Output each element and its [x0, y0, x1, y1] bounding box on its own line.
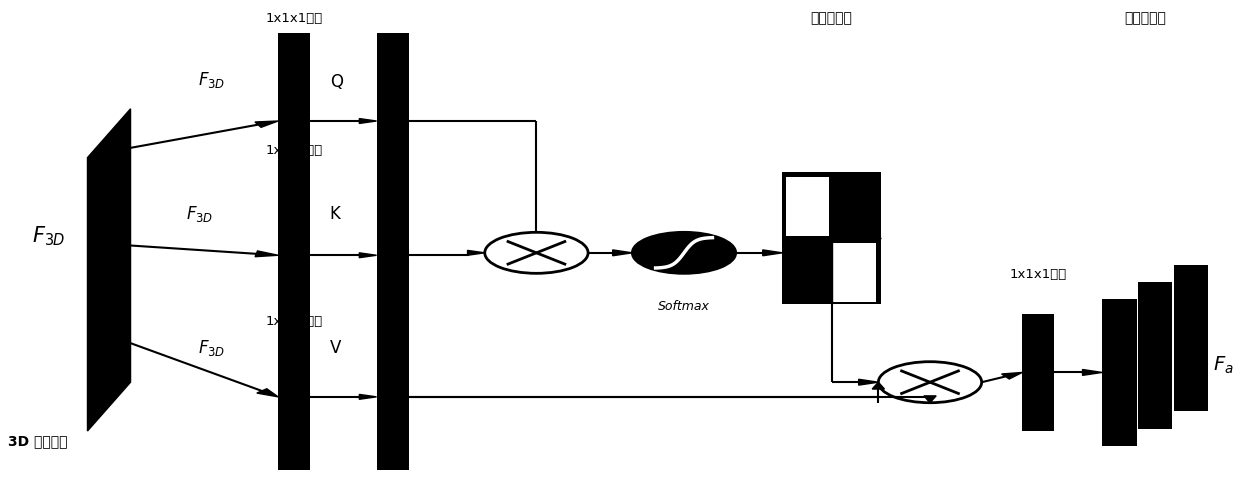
Polygon shape — [924, 396, 937, 403]
Text: Q: Q — [330, 73, 343, 91]
Text: $F_{3D}$: $F_{3D}$ — [186, 204, 213, 224]
Polygon shape — [1001, 373, 1022, 379]
Polygon shape — [359, 118, 377, 123]
Bar — [833, 177, 876, 236]
Text: $F_{3D}$: $F_{3D}$ — [198, 70, 225, 89]
Bar — [1137, 282, 1172, 429]
Text: V: V — [330, 339, 341, 357]
Text: 1x1x1卷积: 1x1x1卷积 — [265, 144, 322, 157]
Polygon shape — [255, 251, 278, 257]
Polygon shape — [255, 121, 278, 127]
Text: $F_{3D}$: $F_{3D}$ — [198, 338, 225, 358]
Bar — [377, 33, 409, 209]
Bar — [278, 33, 310, 209]
Polygon shape — [88, 109, 130, 431]
Polygon shape — [256, 389, 278, 397]
Text: K: K — [330, 205, 341, 223]
Polygon shape — [359, 253, 377, 258]
Bar — [278, 182, 310, 328]
Bar — [377, 324, 409, 470]
Text: $F_{3D}$: $F_{3D}$ — [32, 224, 66, 247]
Polygon shape — [1083, 370, 1103, 375]
Polygon shape — [859, 379, 878, 385]
Bar — [786, 177, 829, 236]
Text: 注意力权重: 注意力权重 — [810, 11, 852, 26]
Polygon shape — [359, 394, 377, 399]
Text: 3D 卷积特征: 3D 卷积特征 — [7, 434, 67, 448]
Text: 1x1x1卷积: 1x1x1卷积 — [265, 315, 322, 327]
Polygon shape — [467, 250, 484, 255]
Text: 注意力特征: 注意力特征 — [1124, 11, 1166, 26]
Bar — [1103, 299, 1136, 446]
Text: 1x1x1卷积: 1x1x1卷积 — [1010, 268, 1067, 281]
Text: Softmax: Softmax — [658, 300, 710, 313]
Bar — [1173, 265, 1208, 411]
Bar — [782, 172, 881, 304]
Text: 1x1x1卷积: 1x1x1卷积 — [265, 12, 322, 25]
Bar — [833, 243, 876, 301]
Bar — [786, 243, 829, 301]
Polygon shape — [872, 382, 885, 389]
Bar — [278, 324, 310, 470]
Circle shape — [632, 232, 736, 273]
Polygon shape — [763, 250, 782, 256]
Bar — [1022, 314, 1054, 431]
Text: $F_a$: $F_a$ — [1213, 355, 1234, 376]
Polygon shape — [612, 250, 632, 256]
Bar — [377, 182, 409, 328]
